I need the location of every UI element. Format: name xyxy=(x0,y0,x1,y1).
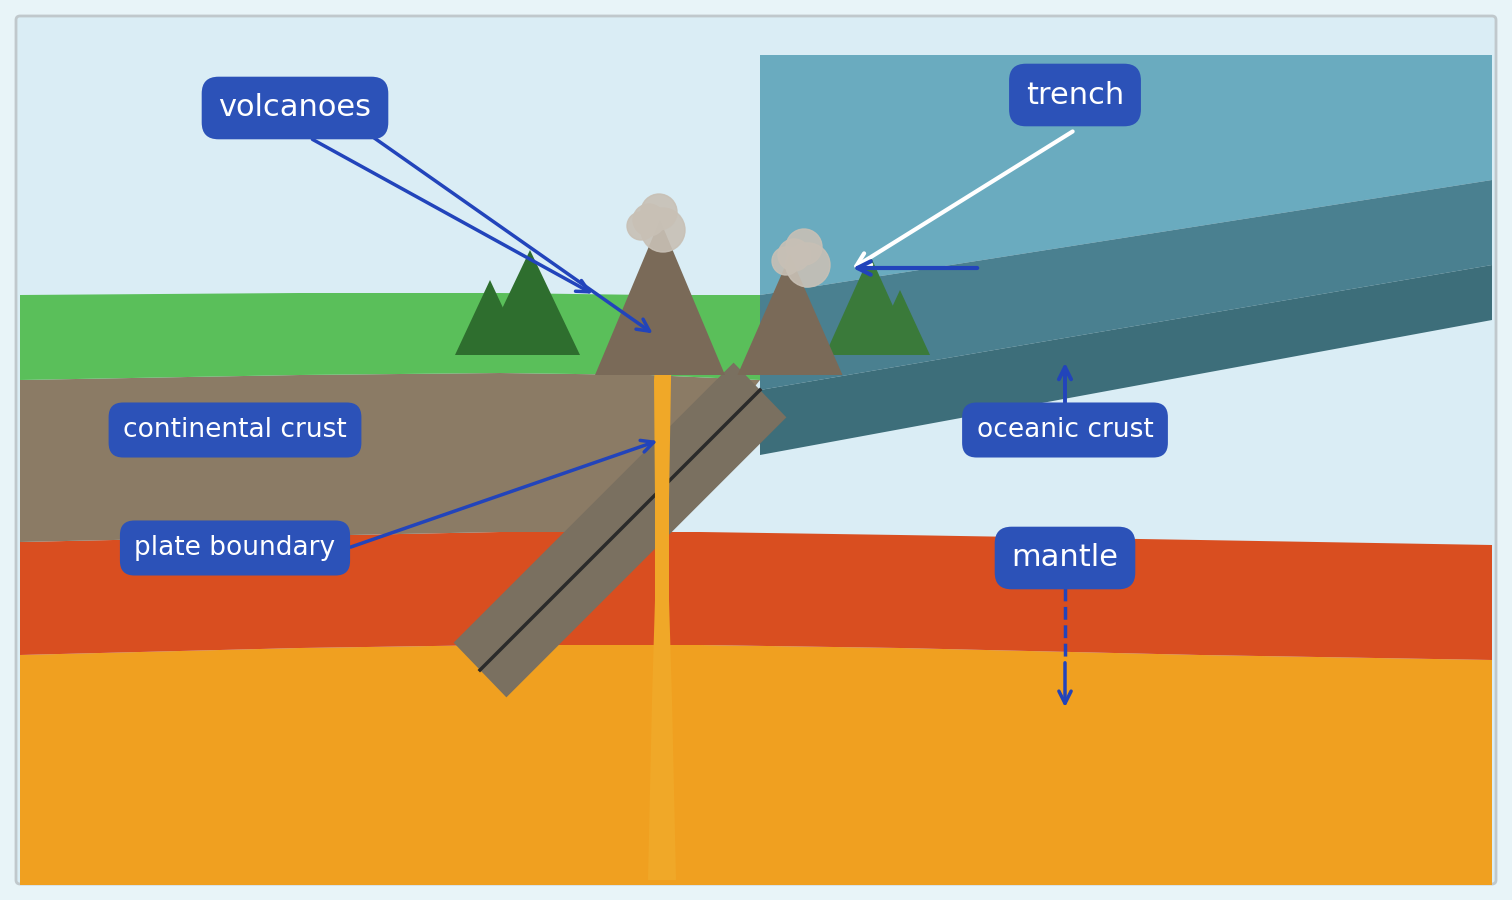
Polygon shape xyxy=(761,180,1492,390)
Circle shape xyxy=(779,239,810,271)
Polygon shape xyxy=(761,265,1492,455)
Text: volcanoes: volcanoes xyxy=(219,94,372,122)
Circle shape xyxy=(786,243,830,287)
Text: mantle: mantle xyxy=(1012,544,1119,572)
Polygon shape xyxy=(761,55,1492,295)
Polygon shape xyxy=(20,532,1492,660)
Polygon shape xyxy=(20,373,761,542)
Polygon shape xyxy=(479,250,581,355)
Circle shape xyxy=(627,212,655,240)
Polygon shape xyxy=(826,255,915,355)
Circle shape xyxy=(641,208,685,252)
Text: trench: trench xyxy=(1025,80,1123,110)
Polygon shape xyxy=(454,363,786,698)
Circle shape xyxy=(641,194,677,230)
FancyBboxPatch shape xyxy=(17,16,1495,884)
Text: continental crust: continental crust xyxy=(122,417,346,443)
Polygon shape xyxy=(869,290,930,355)
Polygon shape xyxy=(20,645,1492,885)
Polygon shape xyxy=(738,255,842,375)
Circle shape xyxy=(634,204,665,236)
Polygon shape xyxy=(20,293,761,380)
Polygon shape xyxy=(649,300,676,880)
Circle shape xyxy=(786,229,823,265)
Circle shape xyxy=(773,247,800,275)
Text: oceanic crust: oceanic crust xyxy=(977,417,1154,443)
Text: plate boundary: plate boundary xyxy=(135,535,336,561)
Polygon shape xyxy=(596,220,724,375)
Polygon shape xyxy=(455,280,525,355)
